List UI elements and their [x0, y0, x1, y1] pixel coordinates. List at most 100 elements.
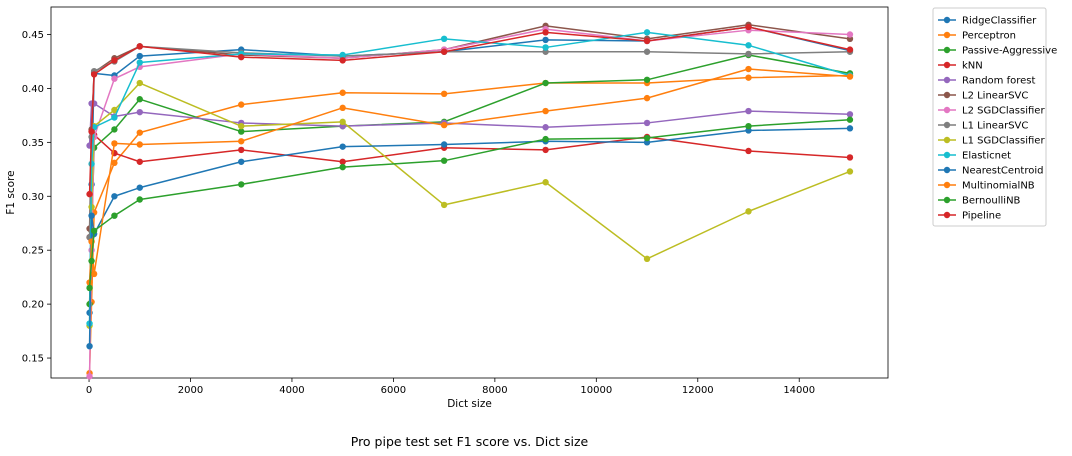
legend-marker: [943, 196, 951, 204]
legend-marker: [943, 61, 951, 69]
data-point: [136, 43, 143, 50]
legend-marker: [943, 181, 951, 189]
data-point: [238, 146, 245, 154]
legend-item: L1 LinearSVC: [938, 121, 1028, 132]
legend-marker: [943, 76, 951, 84]
x-axis-ticks: 0 2000 4000 6000 8000 10000 12000 14000: [86, 378, 815, 396]
data-point: [111, 75, 118, 82]
legend-item: Elasticnet: [938, 151, 1011, 162]
legend-label: L1 LinearSVC: [962, 121, 1028, 132]
data-point: [90, 270, 98, 278]
data-point: [542, 179, 549, 186]
series-bernoullinb: [86, 116, 854, 292]
data-point: [846, 168, 854, 175]
legend-frame: [932, 7, 1047, 227]
data-point: [745, 208, 752, 215]
y-tick-label: 0.20: [22, 300, 44, 311]
legend-item: NearestCentroid: [938, 166, 1043, 177]
data-point: [86, 342, 93, 350]
legend-label: Perceptron: [962, 31, 1016, 42]
data-point: [136, 59, 143, 66]
x-tick-label: 4000: [279, 385, 304, 396]
y-tick-label: 0.30: [22, 192, 44, 203]
legend-item: RidgeClassifier: [938, 16, 1037, 27]
series-line: [88, 118, 850, 289]
data-point: [88, 128, 95, 135]
x-tick-label: 10000: [580, 385, 612, 396]
data-point: [88, 160, 95, 168]
legend-marker: [943, 121, 951, 129]
x-tick-label: 2000: [178, 385, 203, 396]
data-point: [643, 255, 651, 263]
legend-marker: [943, 46, 951, 54]
data-point: [440, 141, 448, 148]
legend-label: RidgeClassifier: [962, 16, 1037, 27]
legend-label: Random forest: [962, 76, 1035, 87]
legend-marker: [943, 16, 951, 24]
data-point: [542, 36, 549, 44]
data-point: [440, 121, 448, 129]
data-point: [643, 29, 651, 36]
legend-marker: [943, 91, 951, 99]
legend-marker: [943, 106, 951, 114]
data-point: [846, 154, 854, 161]
data-point: [542, 146, 549, 154]
data-point: [846, 46, 854, 53]
data-point: [643, 37, 651, 45]
data-point: [86, 284, 93, 292]
data-point: [238, 138, 245, 145]
y-tick-label: 0.45: [22, 30, 44, 41]
data-point: [846, 31, 854, 38]
series-pipeline: [86, 23, 854, 198]
series-line: [88, 68, 851, 283]
legend-label: L1 SGDClassifier: [962, 136, 1045, 147]
legend: RidgeClassifier Perceptron Passive-Aggress…: [932, 7, 1057, 227]
legend-label: Passive-Aggressive: [962, 46, 1057, 57]
legend-marker: [943, 211, 951, 219]
data-point: [136, 52, 143, 60]
data-point: [643, 76, 651, 83]
legend-label: Elasticnet: [962, 151, 1011, 162]
legend-marker: [943, 136, 951, 144]
legend-item: kNN: [938, 61, 983, 72]
data-point: [238, 158, 245, 165]
data-point: [86, 373, 93, 380]
series-layer: [86, 21, 854, 380]
data-point: [136, 96, 143, 103]
data-point: [542, 124, 549, 131]
legend-label: BernoulliNB: [962, 196, 1021, 207]
legend-item: MultinomialNB: [938, 181, 1035, 192]
data-point: [542, 79, 549, 87]
data-point: [745, 42, 752, 49]
data-point: [238, 101, 245, 108]
data-point: [440, 157, 448, 164]
data-point: [339, 158, 346, 165]
plot-area: 0 2000 4000 6000 8000 10000 12000 14000 0.15 0.2…: [22, 6, 889, 396]
data-point: [111, 193, 118, 200]
legend-marker: [943, 31, 951, 39]
data-point: [440, 48, 448, 55]
data-point: [440, 201, 448, 209]
data-point: [542, 107, 549, 115]
data-point: [88, 212, 95, 219]
data-point: [339, 143, 346, 150]
data-point: [339, 89, 346, 96]
data-point: [542, 44, 549, 51]
data-point: [111, 159, 118, 167]
legend-item: Perceptron: [938, 31, 1016, 42]
data-point: [238, 53, 245, 61]
data-point: [339, 57, 346, 64]
legend-label: NearestCentroid: [962, 166, 1043, 177]
data-point: [90, 100, 98, 107]
data-point: [136, 184, 143, 191]
data-point: [111, 57, 118, 64]
data-point: [339, 51, 346, 59]
data-point: [846, 111, 854, 118]
data-point: [745, 65, 752, 73]
legend-item: Random forest: [938, 76, 1035, 87]
data-point: [111, 106, 118, 114]
data-point: [339, 163, 346, 171]
legend-item: L1 SGDClassifier: [938, 136, 1045, 147]
x-axis-label: Dict size: [447, 398, 492, 410]
